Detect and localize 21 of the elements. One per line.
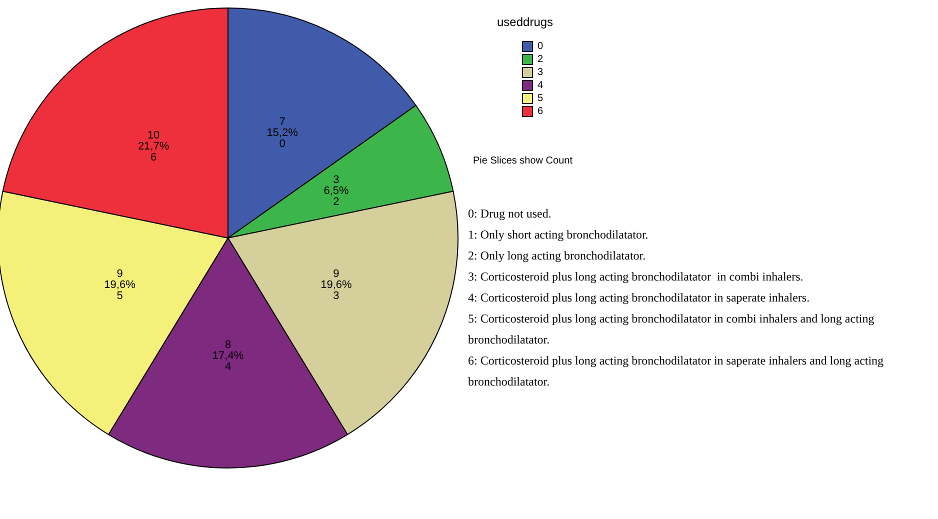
legend-label: 6 <box>538 106 544 117</box>
data-label: 9 19,6% 5 <box>104 268 136 302</box>
legend-title: useddrugs <box>497 15 554 29</box>
legend-label: 3 <box>538 67 544 78</box>
data-label: 8 17,4% 4 <box>212 339 244 373</box>
text: 3: Corticosteroid plus long acting bronchodilatator in combi inhalers. <box>468 270 804 284</box>
text: 0: Drug not used. <box>468 206 552 220</box>
data-label: 9 19,6% 3 <box>320 268 352 302</box>
text: 4: Corticosteroid plus long acting bronchodilatator in saperate inhalers. <box>468 290 810 304</box>
text: 5: Corticosteroid plus long acting bronchodilatator in combi inhalers and long acting bronchodilatator. <box>468 312 878 346</box>
legend-label: 0 <box>538 41 544 52</box>
legend-label: 2 <box>538 54 544 65</box>
data-label: 10 21,7% 6 <box>138 129 170 164</box>
text: 6: Corticosteroid plus long acting bronchodilatator in saperate inhalers and long acting bronchodilatator. <box>468 354 887 388</box>
data-label: 7 15,2% 0 <box>266 116 298 150</box>
data-label: 3 6,5% 2 <box>324 174 349 208</box>
text: 2: Only long acting bronchodilatator. <box>468 248 646 262</box>
text: Pie Slices show Count <box>473 156 573 166</box>
legend-label: 4 <box>538 80 544 91</box>
text: 1: Only short acting bronchodilatator. <box>468 228 648 242</box>
legend-label: 5 <box>538 93 544 104</box>
